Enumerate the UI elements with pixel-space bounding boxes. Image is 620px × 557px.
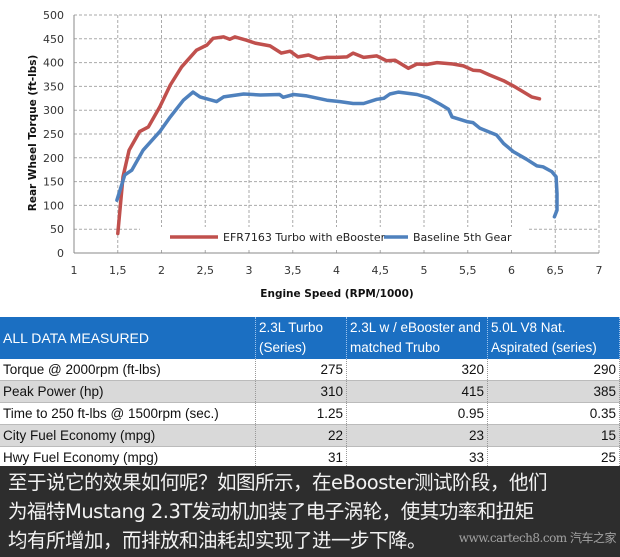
table-cell-value: 415 <box>346 380 488 403</box>
caption-line: 均有所增加，而排放和油耗却实现了进一步下降。 <box>8 529 427 552</box>
x-tick-label: 7 <box>596 264 603 277</box>
watermark: www.cartech8.com 汽车之家 <box>458 531 617 545</box>
header-all-data: ALL DATA MEASURED <box>0 317 256 359</box>
table-cell-value: 275 <box>255 359 347 381</box>
data-table: ALL DATA MEASURED 2.3L Turbo (Series) 2.… <box>0 317 620 469</box>
x-axis-label: Engine Speed (RPM/1000) <box>260 288 413 300</box>
table-header-row: ALL DATA MEASURED 2.3L Turbo (Series) 2.… <box>0 317 620 359</box>
x-tick-label: 3,5 <box>284 264 302 277</box>
table-cell-value: 0.95 <box>346 402 488 425</box>
table-cell-label: Peak Power (hp) <box>0 380 256 403</box>
caption-panel: 至于说它的效果如何呢？如图所示，在eBooster测试阶段，他们 为福特Must… <box>0 466 620 557</box>
x-tick-label: 4,5 <box>372 264 390 277</box>
table-cell-label: City Fuel Economy (mpg) <box>0 424 256 447</box>
legend-box <box>140 227 528 248</box>
y-tick-label: 450 <box>43 33 64 46</box>
x-tick-label: 2 <box>158 264 165 277</box>
y-tick-label: 200 <box>43 152 64 165</box>
y-tick-label: 100 <box>43 199 64 212</box>
table-cell-value: 23 <box>346 424 488 447</box>
table-cell-value: 385 <box>487 380 620 403</box>
y-tick-label: 500 <box>43 9 64 22</box>
x-tick-label: 6 <box>508 264 515 277</box>
x-tick-label: 6,5 <box>547 264 565 277</box>
x-tick-label: 4 <box>333 264 340 277</box>
y-tick-label: 50 <box>50 223 64 236</box>
table-cell-value: 310 <box>255 380 347 403</box>
torque-chart: 0 50 100 150 200 250 300 350 400 450 500 1 1,5 2 2,5 3 3… <box>27 9 603 300</box>
table-row: Torque @ 2000rpm (ft-lbs) 275 320 290 <box>0 359 620 381</box>
y-tick-label: 0 <box>57 247 64 260</box>
x-tick-label: 1 <box>71 264 78 277</box>
legend-label-efr7163: EFR7163 Turbo with eBooster <box>223 231 386 244</box>
y-axis-label: Rear Wheel Torque (ft-lbs) <box>27 55 39 212</box>
table-row: Time to 250 ft-lbs @ 1500rpm (sec.) 1.25 0… <box>0 402 620 425</box>
table-cell-label: Torque @ 2000rpm (ft-lbs) <box>0 359 256 381</box>
header-v8: 5.0L V8 Nat. Aspirated (series) <box>487 317 620 359</box>
caption-line: 为福特Mustang 2.3T发动机加装了电子涡轮，使其功率和扭矩 <box>8 500 534 523</box>
table-row: City Fuel Economy (mpg) 22 23 15 <box>0 424 620 447</box>
table-cell-value: 22 <box>255 424 347 447</box>
x-tick-label: 5 <box>421 264 428 277</box>
legend-label-baseline: Baseline 5th Gear <box>413 231 512 244</box>
x-tick-label: 2,5 <box>197 264 215 277</box>
table-cell-value: 0.35 <box>487 402 620 425</box>
table-cell-value: 320 <box>346 359 488 381</box>
y-tick-label: 300 <box>43 104 64 117</box>
y-tick-label: 350 <box>43 80 64 93</box>
caption-line: 至于说它的效果如何呢？如图所示，在eBooster测试阶段，他们 <box>8 471 548 494</box>
table-row: Peak Power (hp) 310 415 385 <box>0 380 620 403</box>
x-tick-label: 3 <box>246 264 253 277</box>
table-cell-value: 15 <box>487 424 620 447</box>
series-line-baseline <box>115 90 559 219</box>
x-tick-label: 1,5 <box>109 264 127 277</box>
table-cell-value: 290 <box>487 359 620 381</box>
table-row: Hwy Fuel Economy (mpg) 31 33 25 <box>0 446 620 469</box>
table-cell-value: 1.25 <box>255 402 347 425</box>
series-line-efr7163 <box>116 35 542 236</box>
header-ebooster: 2.3L w / eBooster and matched Trubo <box>346 317 488 359</box>
table-cell-label: Time to 250 ft-lbs @ 1500rpm (sec.) <box>0 402 256 425</box>
x-tick-label: 5,5 <box>459 264 477 277</box>
table-cell-label: Hwy Fuel Economy (mpg) <box>0 446 256 469</box>
y-tick-label: 400 <box>43 57 64 70</box>
y-tick-label: 250 <box>43 128 64 141</box>
header-turbo-series: 2.3L Turbo (Series) <box>255 317 347 359</box>
y-tick-label: 150 <box>43 176 64 189</box>
